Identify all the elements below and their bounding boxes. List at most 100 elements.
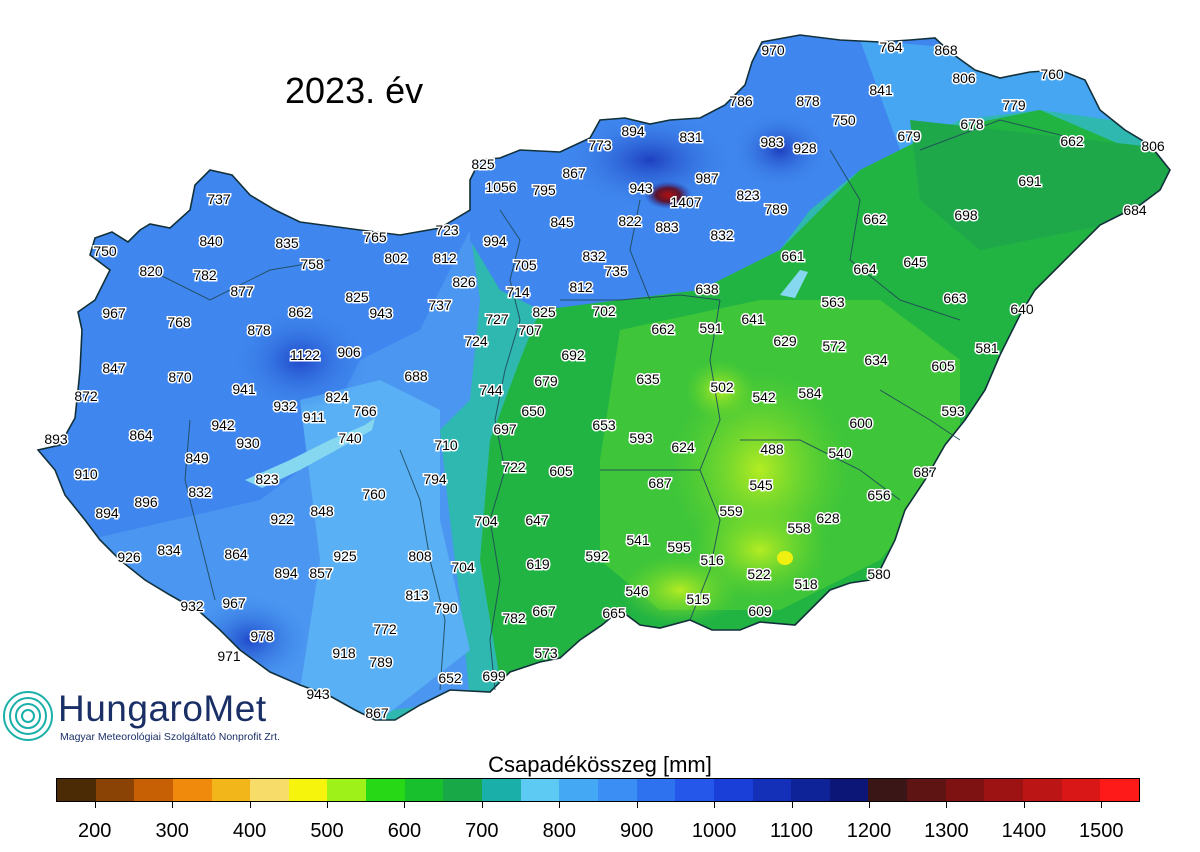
station-value: 877 (230, 283, 254, 299)
station-value: 662 (863, 211, 887, 227)
station-value: 789 (369, 654, 393, 670)
legend-swatch (288, 779, 328, 801)
station-value: 967 (222, 595, 246, 611)
station-value: 609 (748, 603, 772, 619)
station-value: 665 (602, 605, 626, 621)
station-value: 967 (102, 305, 126, 321)
legend-tick-mark (172, 802, 174, 808)
station-value: 832 (582, 248, 606, 264)
station-value: 822 (618, 213, 642, 229)
station-value: 878 (247, 322, 271, 338)
station-value: 591 (699, 320, 723, 336)
legend-swatch (250, 779, 289, 801)
legend-tick-mark (946, 802, 948, 808)
legend-tick-label: 400 (232, 820, 267, 842)
station-value: 1056 (485, 179, 516, 195)
station-value: 867 (365, 705, 389, 721)
station-value: 595 (667, 539, 691, 555)
legend-swatch (443, 779, 483, 801)
station-value: 640 (1010, 301, 1034, 317)
station-value: 663 (943, 290, 967, 306)
station-value: 692 (561, 347, 585, 363)
station-value: 522 (747, 566, 771, 582)
station-value: 704 (474, 513, 498, 529)
station-value: 764 (879, 39, 903, 55)
station-value: 896 (134, 494, 158, 510)
legend-ticks: 200 300 400 500 600 700 800 900 1000 1100 1200 1300… (0, 802, 1200, 842)
station-value: 641 (741, 311, 765, 327)
station-value: 943 (629, 180, 653, 196)
station-value: 812 (569, 279, 593, 295)
station-value: 502 (710, 379, 734, 395)
station-value: 894 (621, 123, 645, 139)
station-value: 656 (867, 487, 891, 503)
station-value: 813 (405, 587, 429, 603)
station-value: 932 (273, 398, 297, 414)
legend-swatch (366, 779, 405, 801)
station-value: 823 (736, 187, 760, 203)
station-value: 790 (434, 600, 458, 616)
station-value: 849 (185, 450, 209, 466)
legend-tick-label: 800 (542, 820, 576, 842)
station-value: 978 (250, 628, 274, 644)
station-value: 802 (384, 250, 408, 266)
station-value: 592 (585, 548, 609, 564)
station-value: 922 (270, 511, 294, 527)
station-value: 883 (655, 219, 679, 235)
legend-swatch (791, 779, 830, 801)
station-value: 806 (1141, 138, 1165, 154)
station-value: 735 (604, 263, 628, 279)
station-value: 600 (849, 415, 873, 431)
legend-tick-label: 200 (78, 820, 112, 842)
station-value: 704 (451, 559, 475, 575)
station-value: 878 (796, 93, 820, 109)
station-value: 691 (1018, 173, 1042, 189)
station-value: 857 (309, 565, 333, 581)
station-value: 795 (532, 182, 556, 198)
station-value: 1122 (290, 347, 320, 363)
station-value: 970 (761, 42, 785, 58)
station-value: 894 (274, 565, 298, 581)
legend-tick-mark (327, 802, 328, 808)
map-title: 2023. év (285, 70, 424, 111)
station-value: 794 (423, 471, 447, 487)
station-value: 740 (338, 430, 362, 446)
station-value: 782 (193, 267, 217, 283)
station-value: 737 (428, 297, 452, 313)
legend-swatch (675, 779, 714, 801)
station-value: 688 (404, 368, 428, 384)
station-value: 750 (832, 112, 856, 128)
legend-swatch (1100, 779, 1139, 801)
station-value: 714 (506, 284, 530, 300)
legend-swatch (907, 779, 946, 801)
legend-tick-mark (559, 802, 561, 808)
station-value: 638 (695, 281, 719, 297)
hungaromet-logo: HungaroMet Magyar Meteorológiai Szolgált… (0, 680, 300, 750)
station-value: 679 (534, 373, 558, 389)
legend-swatch (404, 779, 444, 801)
station-value: 994 (483, 233, 507, 249)
station-value: 722 (502, 459, 526, 475)
legend-swatch (172, 779, 212, 801)
station-value: 628 (816, 510, 840, 526)
station-value: 667 (532, 603, 556, 619)
station-value: 893 (44, 431, 68, 447)
station-value: 826 (452, 274, 476, 290)
station-value: 619 (526, 556, 550, 572)
station-value: 987 (695, 170, 719, 186)
legend-tick-label: 1400 (1001, 820, 1047, 842)
legend-tick-label: 300 (155, 820, 189, 842)
station-value: 911 (303, 409, 326, 425)
legend-tick-label: 700 (465, 820, 499, 842)
station-value: 580 (867, 566, 891, 582)
station-value: 832 (710, 227, 734, 243)
legend-swatch (597, 779, 637, 801)
station-value: 662 (1060, 133, 1084, 149)
station-value: 941 (232, 381, 256, 397)
station-value: 593 (941, 403, 965, 419)
legend-tick-label: 600 (387, 820, 422, 842)
station-value: 930 (236, 435, 260, 451)
station-value: 825 (471, 156, 495, 172)
station-value: 766 (353, 403, 377, 419)
legend-swatch (57, 779, 96, 801)
